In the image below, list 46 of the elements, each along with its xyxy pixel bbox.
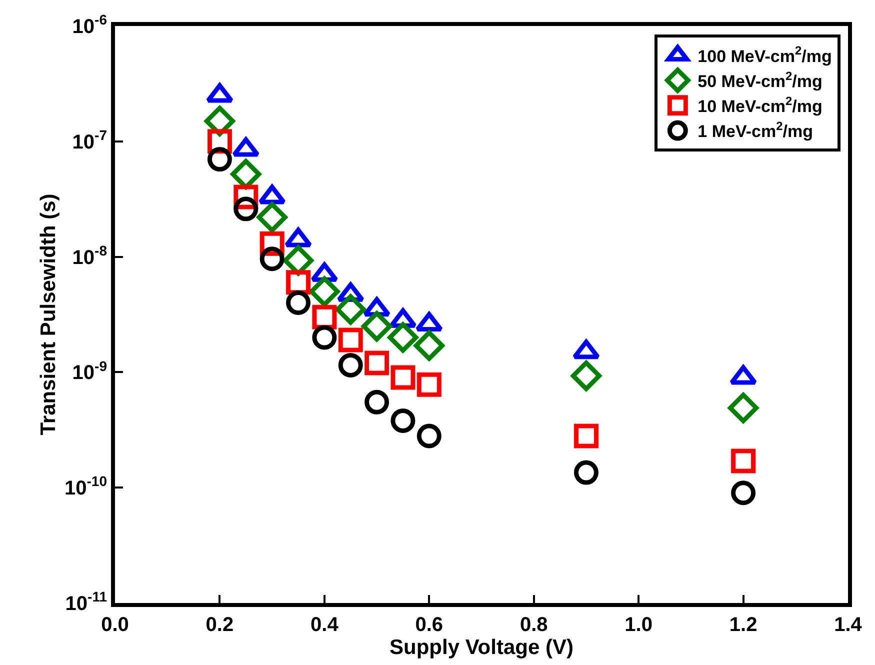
point xyxy=(256,202,288,233)
legend-label: 10 MeV-cm$^{2}$/mg xyxy=(698,94,822,116)
y-axis-title: Transient Pulsewidth (s) xyxy=(37,194,60,436)
point xyxy=(338,352,363,378)
legend-label: 50 MeV-cm$^{2}$/mg xyxy=(698,68,822,91)
point xyxy=(364,390,390,414)
point xyxy=(390,365,416,390)
x-axis-title: Supply Voltage (V) xyxy=(390,636,574,659)
legend-label: 100 MeV-cm$^{2}$/mg xyxy=(698,44,832,66)
x-tick-label: 1.4 xyxy=(834,614,863,636)
point xyxy=(416,372,442,397)
point xyxy=(286,290,310,315)
x-tick-label: 0.2 xyxy=(206,614,234,636)
point xyxy=(388,322,418,353)
y-tick-label: 10$^{-8}$ xyxy=(72,242,108,269)
point xyxy=(574,424,598,448)
y-tick-label: 10$^{-6}$ xyxy=(72,12,108,38)
y-tick-label: 10$^{-10}$ xyxy=(64,473,108,500)
x-tick-label: 0.8 xyxy=(520,614,548,636)
point xyxy=(312,325,337,350)
point xyxy=(416,424,442,448)
point xyxy=(728,392,759,424)
point xyxy=(230,158,262,190)
point xyxy=(234,196,258,222)
x-tick-label: 1.0 xyxy=(624,614,652,636)
point xyxy=(207,147,232,172)
y-tick-label: 10$^{-11}$ xyxy=(65,588,108,615)
point xyxy=(570,360,602,392)
point xyxy=(390,408,416,433)
x-tick-label: 0.0 xyxy=(101,614,129,636)
point xyxy=(731,448,756,474)
point xyxy=(260,246,284,272)
legend-label: 1 MeV-cm$^{2}$/mg xyxy=(698,118,813,142)
y-tick-label: 10$^{-7}$ xyxy=(72,127,108,154)
point xyxy=(731,480,756,506)
point xyxy=(414,330,444,361)
x-tick-label: 0.6 xyxy=(415,614,444,636)
x-tick-label: 0.4 xyxy=(310,614,340,636)
point xyxy=(364,350,390,376)
point xyxy=(574,460,598,485)
point xyxy=(309,276,340,307)
y-tick-label: 10$^{-9}$ xyxy=(72,358,108,384)
x-tick-label: 1.2 xyxy=(729,614,758,636)
point xyxy=(362,311,392,342)
point xyxy=(335,294,366,325)
point xyxy=(338,328,363,352)
